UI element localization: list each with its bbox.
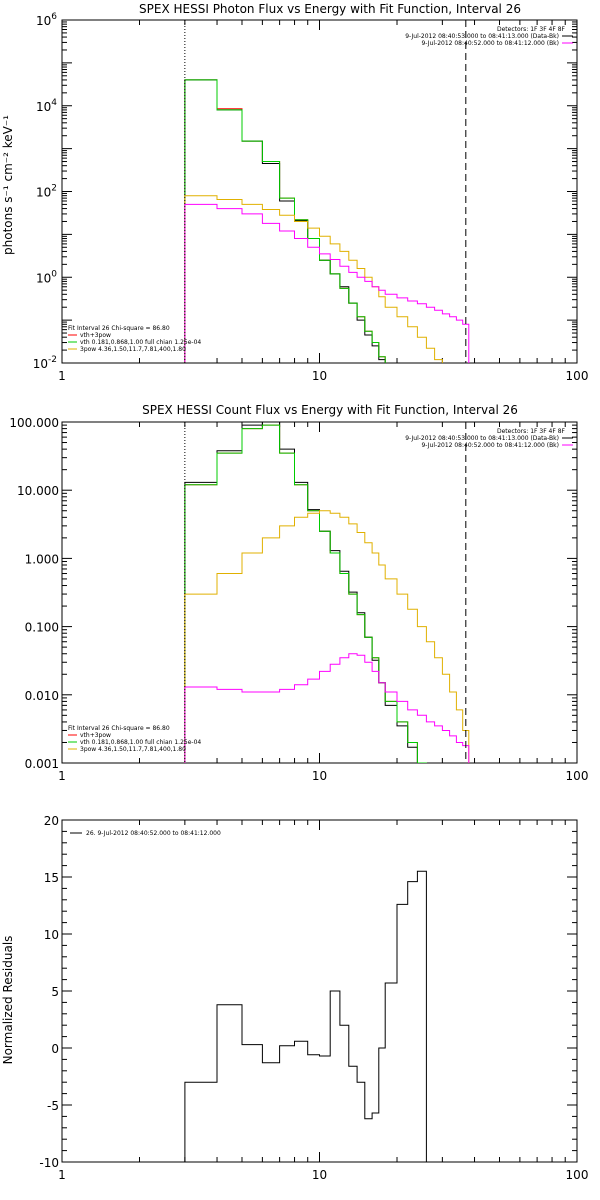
legend-text: Fit Interval 26 Chi-square = 86.80: [68, 725, 170, 732]
series-line-vth: [184, 79, 470, 363]
y-tick-label: 1.000: [25, 552, 59, 566]
series-line-data-bk: [184, 79, 470, 363]
legend-text: Fit Interval 26 Chi-square = 86.80: [68, 325, 170, 332]
legend-text: 9-Jul-2012 08:40:53.000 to 08:41:13.000 …: [405, 435, 559, 442]
plot-frame: [61, 421, 578, 764]
photon-flux-panel: SPEX HESSI Photon Flux vs Energy with Fi…: [1, 2, 588, 383]
y-tick-label: 100.000: [9, 416, 59, 430]
x-tick-label: 100: [566, 769, 589, 783]
series-line-data-bk: [184, 422, 470, 763]
y-tick-label: 10: [44, 928, 59, 942]
legend-text: vth 0.181,0.868,1.00 full chian 1.25e-04: [80, 739, 201, 746]
y-tick-label: 0: [51, 1042, 59, 1056]
series-line-3pow: [184, 195, 470, 363]
x-tick-label: 1: [58, 1168, 66, 1182]
y-tick-label: 0.100: [25, 621, 59, 635]
y-axis-label: Normalized Residuals: [1, 936, 15, 1065]
x-tick-label: 1: [58, 769, 66, 783]
legend-text: 26. 9-Jul-2012 08:40:52.000 to 08:41:12.…: [86, 830, 221, 837]
legend-text: 9-Jul-2012 08:40:52.000 to 08:41:12.000 …: [421, 40, 559, 47]
x-tick-label: 10: [312, 769, 327, 783]
series-line-vth: [184, 424, 470, 763]
x-tick-label: 10: [312, 1168, 327, 1182]
x-tick-label: 1: [58, 369, 66, 383]
series-line-bk: [184, 203, 470, 363]
y-tick-label: 10-2: [33, 355, 57, 371]
legend-text: 3pow 4.36,1.50,11.7,7.81,400,1.80: [80, 746, 186, 753]
plot-frame: [61, 819, 578, 1163]
x-tick-label: 100: [566, 369, 589, 383]
y-tick-label: 20: [44, 814, 59, 828]
legend-text: 3pow 4.36,1.50,11.7,7.81,400,1.80: [80, 346, 186, 353]
residuals-panel: Normalized Residuals 1 10 100 -10 -5 0 5 10 15 20…: [1, 814, 588, 1182]
y-tick-label: 106: [36, 12, 57, 28]
legend-text: vth+3pow: [80, 332, 111, 339]
plot-frame: [61, 19, 578, 364]
x-tick-label: 100: [566, 1168, 589, 1182]
chart-title: SPEX HESSI Photon Flux vs Energy with Fi…: [139, 2, 521, 16]
y-tick-label: 10.000: [17, 484, 59, 498]
y-tick-label: 100: [36, 269, 57, 285]
series-line-3pow: [184, 510, 470, 763]
y-tick-label: 5: [51, 985, 59, 999]
series-line-26-9-jul-2012-08-40-52-000-to-: [184, 870, 469, 1162]
chart-title: SPEX HESSI Count Flux vs Energy with Fit…: [142, 403, 518, 417]
y-tick-label: -10: [39, 1156, 59, 1170]
count-flux-panel: SPEX HESSI Count Flux vs Energy with Fit…: [9, 403, 588, 783]
y-tick-label: 0.001: [25, 757, 59, 771]
y-tick-label: 15: [44, 871, 59, 885]
y-tick-label: -5: [47, 1099, 59, 1113]
series-line-vth-3pow: [184, 79, 470, 363]
legend-text: vth 0.181,0.868,1.00 full chian 1.25e-04: [80, 339, 201, 346]
y-axis-label: photons s⁻¹ cm⁻² keV⁻¹: [1, 115, 15, 255]
legend-text: vth+3pow: [80, 732, 111, 739]
legend-text: Detectors: 1F 3F 4F 8F: [497, 26, 566, 33]
y-tick-label: 102: [36, 184, 57, 200]
y-tick-label: 0.010: [25, 689, 59, 703]
legend-text: Detectors: 1F 3F 4F 8F: [497, 428, 566, 435]
legend-text: 9-Jul-2012 08:40:52.000 to 08:41:12.000 …: [421, 442, 559, 449]
legend-text: 9-Jul-2012 08:40:53.000 to 08:41:13.000 …: [405, 33, 559, 40]
x-tick-label: 10: [312, 369, 327, 383]
y-tick-label: 104: [36, 98, 57, 114]
series-line-bk: [184, 653, 470, 763]
